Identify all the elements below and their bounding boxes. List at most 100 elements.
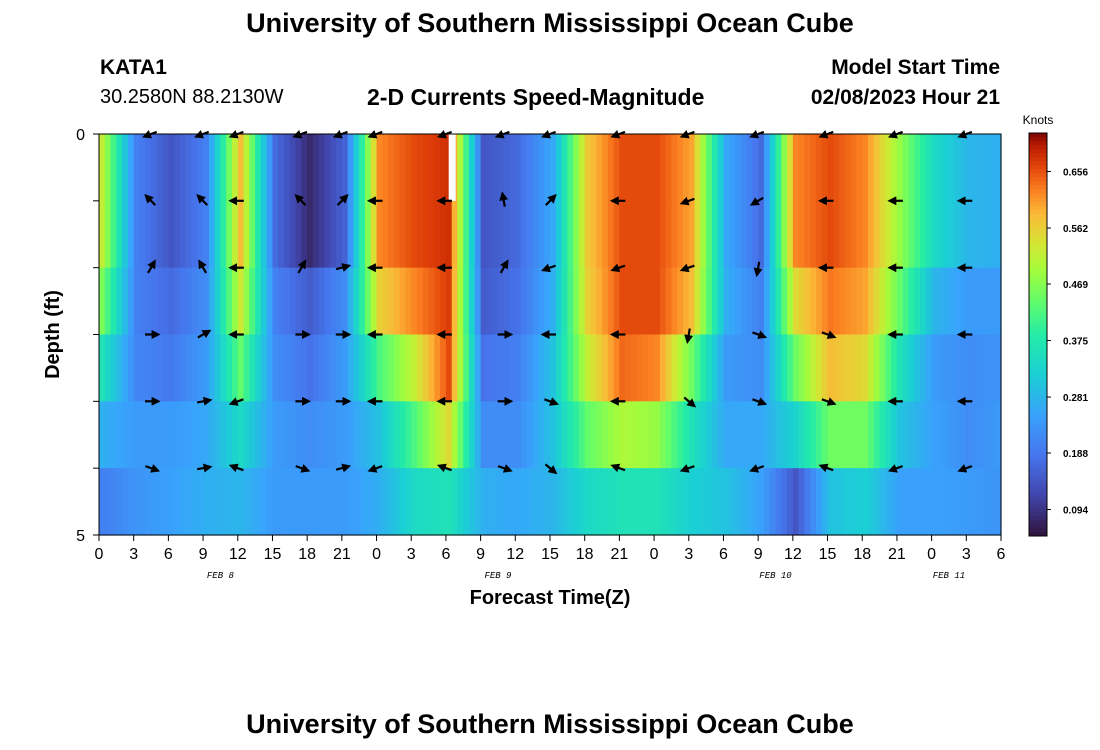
heatmap-cell [145, 200, 152, 269]
heatmap-cell [746, 200, 753, 269]
heatmap-cell [457, 134, 464, 202]
heatmap-cell [474, 401, 482, 469]
heatmap-cell [619, 200, 626, 269]
colorbar-swatch [1029, 358, 1047, 364]
heatmap-cell [526, 468, 534, 536]
heatmap-cell [694, 334, 701, 402]
heatmap-cell [145, 401, 152, 469]
heatmap-cell [937, 134, 944, 202]
heatmap-cell [619, 468, 626, 536]
heatmap-cell [486, 401, 493, 469]
colorbar-tick-label: 0.094 [1063, 506, 1088, 517]
heatmap-cell [914, 200, 921, 269]
heatmap-cell [359, 334, 366, 402]
heatmap-cell [775, 267, 782, 336]
heatmap-cell [948, 267, 956, 336]
heatmap-cell [168, 468, 175, 536]
heatmap-cell [411, 267, 418, 336]
heatmap-cell [665, 401, 673, 469]
heatmap-cell [382, 134, 389, 202]
heatmap-cell [920, 134, 927, 202]
heatmap-cell [856, 401, 863, 469]
heatmap-cell [324, 468, 331, 536]
heatmap-cell [307, 134, 314, 202]
heatmap-cell [983, 334, 991, 402]
heatmap-cell [521, 468, 528, 536]
heatmap-cell [931, 267, 938, 336]
heatmap-cell [931, 200, 938, 269]
heatmap-cell [231, 267, 239, 336]
heatmap-cell [758, 334, 765, 402]
heatmap-cell [463, 334, 470, 402]
heatmap-cell [110, 468, 117, 536]
heatmap-cell [625, 200, 632, 269]
heatmap-cell [526, 334, 534, 402]
heatmap-cell [648, 134, 655, 202]
heatmap-cell [682, 334, 690, 402]
heatmap-cell [405, 134, 412, 202]
heatmap-cell [486, 267, 493, 336]
heatmap-cell [382, 334, 389, 402]
heatmap-cell [179, 134, 187, 202]
heatmap-cell [931, 134, 938, 202]
heatmap-cell [896, 200, 904, 269]
heatmap-cell [104, 134, 112, 202]
heatmap-cell [324, 267, 331, 336]
x-tick-label: 6 [997, 546, 1006, 563]
heatmap-cell [752, 334, 759, 402]
heatmap-cell [868, 468, 875, 536]
colorbar-swatch [1029, 370, 1047, 376]
heatmap-cell [191, 468, 198, 536]
heatmap-cell [937, 200, 944, 269]
heatmap-cell [417, 267, 424, 336]
heatmap-cell [324, 401, 331, 469]
current-arrow [684, 328, 694, 344]
current-arrow [294, 194, 307, 206]
heatmap-cell [729, 401, 736, 469]
heatmap-cell [191, 134, 198, 202]
heatmap-cell [127, 267, 135, 336]
heatmap-cell [740, 134, 748, 202]
heatmap-cell [99, 401, 106, 469]
heatmap-cell [578, 401, 586, 469]
heatmap-cell [295, 134, 302, 202]
colorbar-swatch [1029, 141, 1047, 146]
heatmap-cell [821, 468, 829, 536]
heatmap-cell [729, 134, 736, 202]
heatmap-cell [873, 468, 881, 536]
chart-subtitle: 2-D Currents Speed-Magnitude [367, 84, 705, 110]
heatmap-cell [405, 200, 412, 269]
heatmap-cell [347, 468, 355, 536]
heatmap-cell [434, 267, 441, 336]
heatmap-cell [815, 468, 823, 536]
heatmap-cell [607, 267, 615, 336]
colorbar-swatch [1029, 503, 1047, 509]
current-arrow [679, 196, 695, 206]
colorbar-swatch [1029, 423, 1047, 428]
heatmap-cell [879, 267, 886, 336]
heatmap-cell [972, 334, 979, 402]
heatmap-cell [272, 200, 279, 269]
heatmap-cell [497, 334, 505, 402]
heatmap-cell [914, 334, 921, 402]
heatmap-cell [665, 267, 673, 336]
heatmap-cells [99, 134, 1002, 536]
heatmap-cell [665, 134, 673, 202]
heatmap-cell [249, 468, 256, 536]
heatmap-cell [197, 468, 204, 536]
heatmap-cell [445, 267, 453, 336]
heatmap-cell [596, 200, 603, 269]
heatmap-cell [995, 200, 1002, 269]
heatmap-cell [509, 134, 516, 202]
heatmap-cell [948, 200, 956, 269]
heatmap-cell [607, 468, 615, 536]
x-tick-label: 0 [927, 546, 936, 563]
heatmap-cell [839, 334, 846, 402]
heatmap-cell [249, 401, 256, 469]
heatmap-cell [550, 468, 557, 536]
heatmap-cell [625, 267, 632, 336]
colorbar-swatch [1029, 431, 1047, 436]
colorbar-swatch [1029, 193, 1047, 198]
colorbar-swatch [1029, 201, 1047, 207]
heatmap-cell [376, 267, 383, 336]
